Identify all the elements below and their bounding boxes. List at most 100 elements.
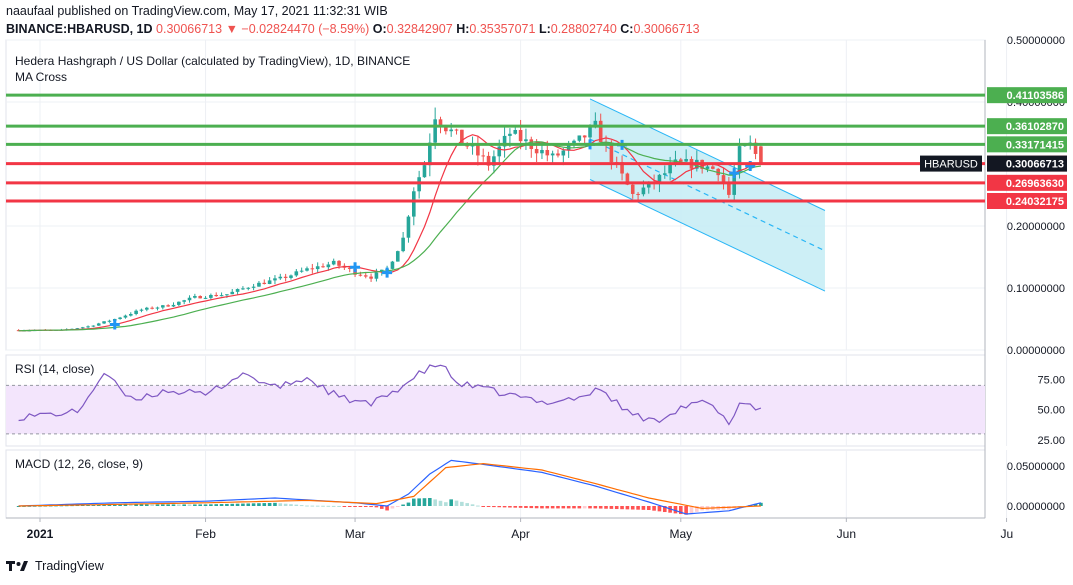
macd-histogram-bar: [695, 506, 699, 512]
candle-body: [673, 159, 678, 165]
macd-histogram-bar: [518, 506, 523, 508]
macd-histogram-bar: [331, 505, 336, 507]
macd-histogram-bar: [460, 501, 464, 506]
macd-histogram-bar: [134, 504, 138, 506]
symbol-label: BINANCE:HBARUSD, 1D: [6, 22, 153, 36]
candle-body: [118, 317, 122, 319]
candle-body: [412, 191, 416, 217]
candle-body: [363, 275, 368, 277]
macd-histogram-bar: [641, 506, 646, 510]
candle-body: [609, 143, 614, 163]
low-value: 0.28802740: [550, 22, 617, 36]
macd-histogram-bar: [412, 498, 416, 506]
macd-histogram-bar: [582, 506, 587, 509]
candle-body: [171, 304, 176, 307]
candle-body: [315, 266, 320, 270]
macd-histogram-bar: [524, 506, 528, 508]
macd-histogram-bar: [406, 502, 411, 506]
macd-histogram-bar: [470, 504, 475, 506]
macd-histogram-bar: [593, 506, 598, 509]
rsi-legend: RSI (14, close): [15, 362, 94, 376]
candle-body: [422, 165, 427, 178]
candle-body: [513, 130, 518, 134]
macd-histogram-bar: [577, 506, 582, 509]
macd-histogram-bar: [262, 503, 267, 506]
macd-histogram-bar: [177, 504, 181, 506]
candle-body: [561, 150, 566, 156]
macd-histogram-bar: [363, 506, 368, 507]
macd-histogram-bar: [513, 506, 518, 508]
macd-histogram-bar: [657, 506, 662, 512]
macd-histogram-bar: [321, 505, 325, 507]
macd-histogram-bar: [390, 506, 395, 509]
footer-brand: TradingView: [6, 559, 104, 573]
candle-body: [582, 135, 587, 138]
candle-body: [524, 139, 528, 142]
x-tick-label: Apr: [511, 527, 530, 541]
candle-body: [593, 120, 598, 127]
macd-histogram-bar: [235, 503, 240, 506]
candle-body: [438, 119, 443, 126]
candle-body: [444, 125, 448, 132]
price-tick-label: 0.20000000: [1007, 221, 1065, 233]
candle-body: [80, 327, 85, 329]
chart-title: Hedera Hashgraph / US Dollar (calculated…: [15, 54, 410, 68]
level-label-box: [987, 87, 1067, 104]
x-tick-label: May: [669, 527, 692, 541]
macd-histogram-bar: [476, 505, 480, 507]
macd-histogram-bar: [315, 505, 320, 507]
candle-body: [257, 282, 261, 287]
macd-histogram-bar: [454, 500, 459, 506]
candle-body: [182, 300, 186, 302]
macd-histogram-bar: [497, 506, 502, 508]
macd-histogram-bar: [118, 504, 122, 506]
candle-body: [310, 268, 315, 270]
macd-histogram-bar: [209, 504, 213, 506]
macd-histogram-bar: [550, 506, 555, 509]
macd-histogram-bar: [145, 504, 149, 506]
x-tick-label: Ju: [1001, 527, 1014, 541]
macd-histogram-bar: [342, 506, 347, 507]
candle-body: [289, 275, 293, 278]
candle-body: [337, 260, 341, 266]
tradingview-logo-icon: [6, 561, 28, 571]
ma-cross-marker: [382, 267, 393, 278]
candle-body: [358, 274, 363, 276]
candle-body: [91, 325, 96, 327]
macd-histogram-bar: [588, 506, 592, 509]
macd-histogram-bar: [598, 506, 603, 509]
macd-histogram-bar: [171, 504, 176, 506]
macd-histogram-bar: [96, 504, 101, 506]
x-tick-label: Feb: [195, 527, 216, 541]
open-label: O:: [372, 22, 387, 36]
macd-histogram-bar: [636, 506, 640, 510]
macd-histogram-bar: [267, 502, 272, 506]
candle-body: [331, 260, 336, 265]
x-tick-label: Jun: [837, 527, 856, 541]
candle-body: [161, 305, 165, 308]
candle-body: [679, 159, 683, 162]
level-label-box: [987, 136, 1067, 153]
macd-histogram-bar: [566, 506, 571, 509]
macd-histogram-bar: [630, 506, 635, 510]
macd-histogram-bar: [673, 506, 678, 514]
macd-histogram-bar: [604, 506, 608, 509]
candle-body: [705, 166, 710, 169]
macd-histogram-bar: [230, 503, 235, 506]
macd-histogram-bar: [481, 506, 486, 507]
candle-body: [150, 307, 154, 309]
level-label-box: [987, 174, 1067, 191]
macd-histogram-bar: [358, 506, 363, 507]
macd-histogram-bar: [486, 506, 491, 507]
macd-histogram-bar: [283, 503, 288, 506]
candle-body: [545, 149, 550, 156]
symbol-quote-line: BINANCE:HBARUSD, 1D 0.30066713 ▼ −0.0282…: [6, 22, 700, 36]
macd-histogram-bar: [161, 504, 165, 506]
candle-body: [668, 164, 672, 174]
level-label-text: 0.33171415: [1006, 139, 1064, 151]
macd-histogram-bar: [326, 505, 331, 507]
candle-body: [262, 282, 267, 285]
last-price-box: [987, 155, 1067, 172]
channel-mid-line: [589, 138, 826, 252]
